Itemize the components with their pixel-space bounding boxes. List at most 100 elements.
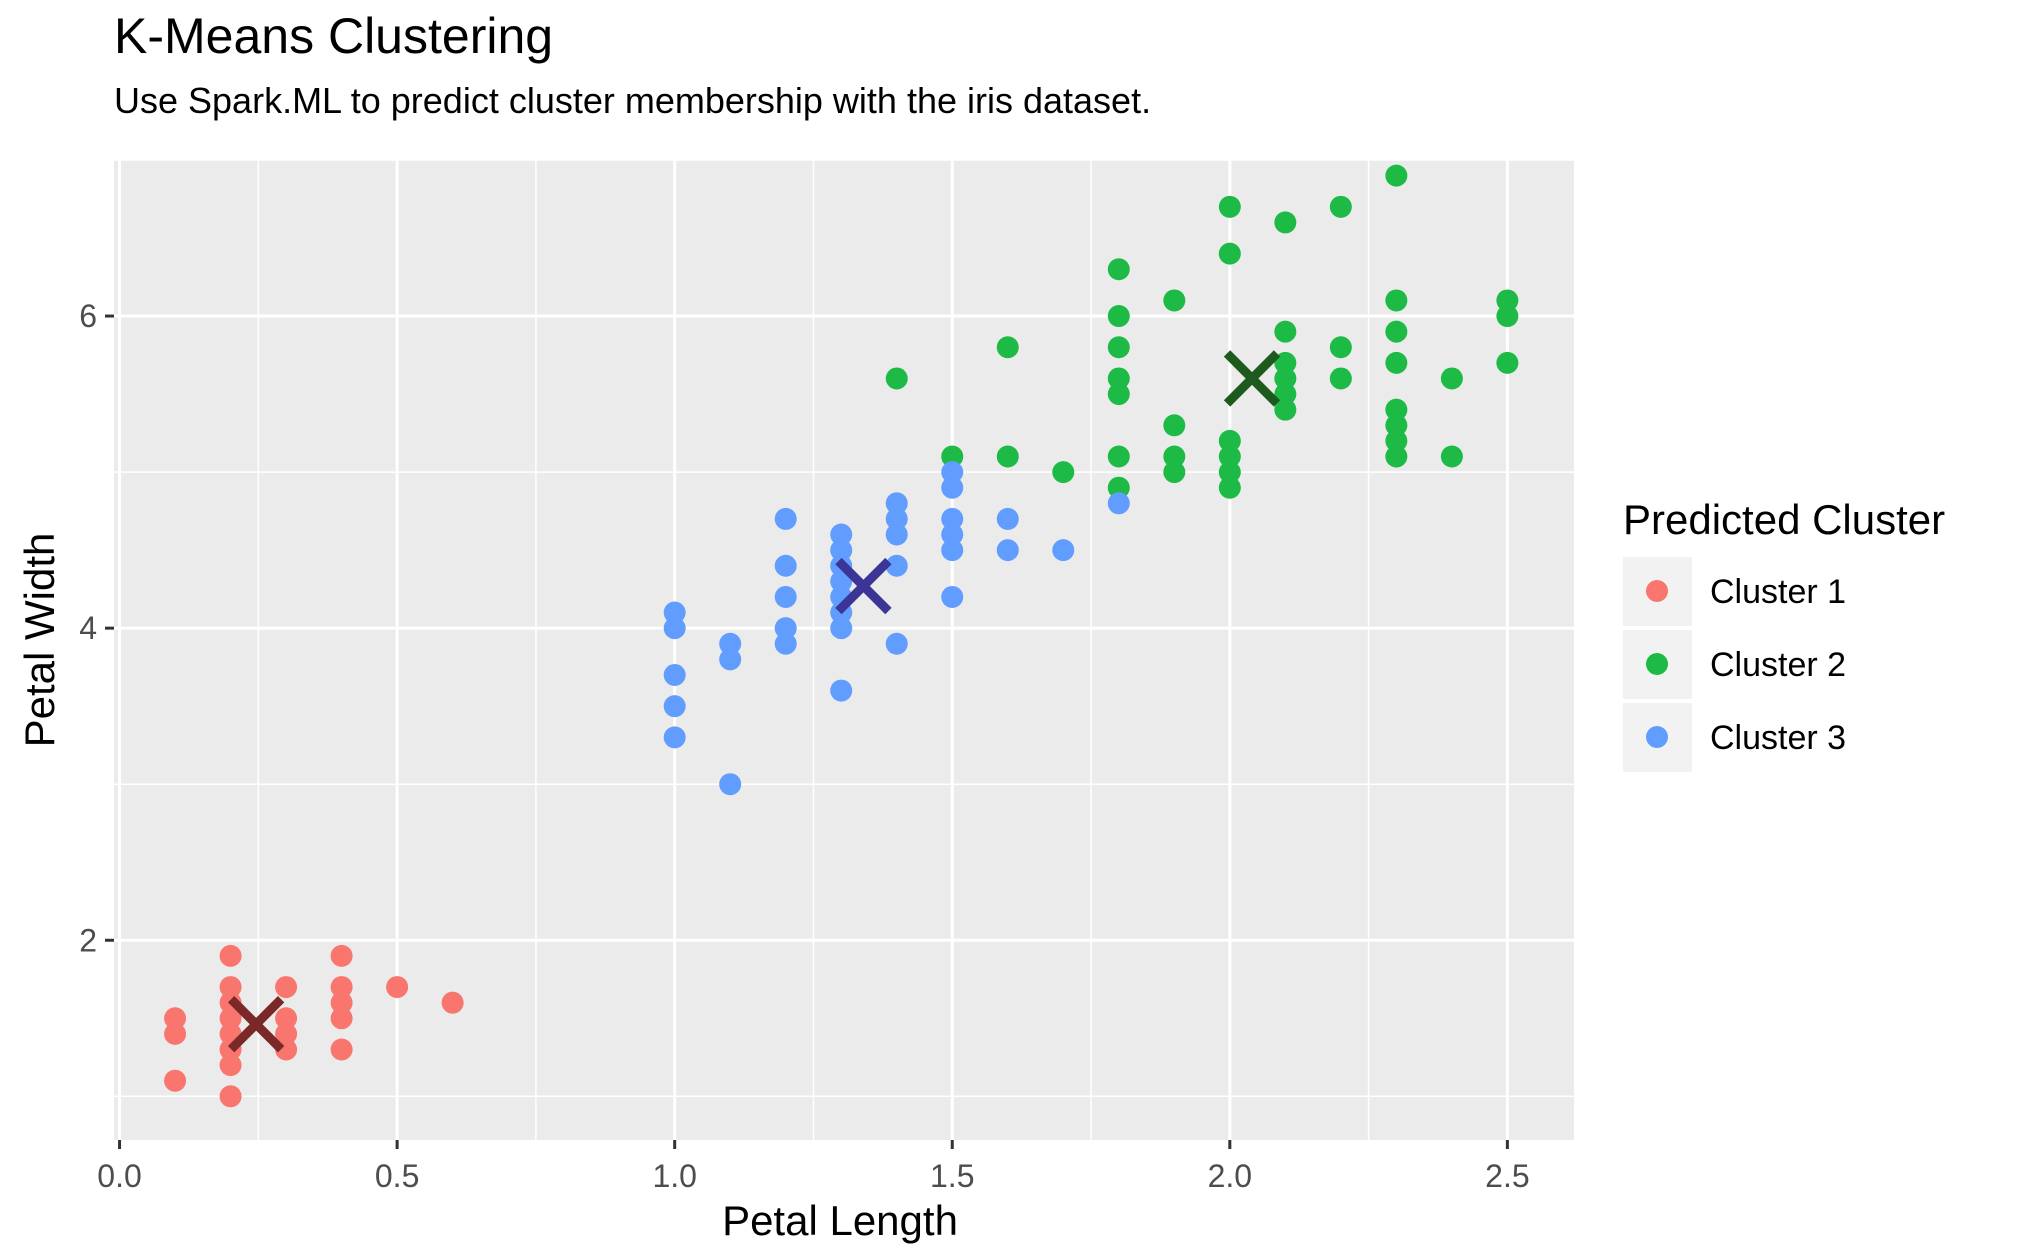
y-axis: 2 4 6	[79, 298, 114, 958]
data-point	[719, 632, 742, 655]
data-point	[164, 1022, 187, 1045]
data-point	[1218, 445, 1241, 468]
data-point	[1274, 211, 1297, 234]
data-point	[164, 1007, 187, 1030]
data-point	[330, 976, 353, 999]
data-point	[663, 726, 686, 749]
x-tick-label: 0.0	[97, 1158, 141, 1194]
data-point	[830, 617, 853, 640]
data-point	[830, 539, 853, 562]
data-point	[1440, 445, 1463, 468]
y-tick-label: 2	[79, 922, 97, 958]
data-point	[996, 336, 1019, 359]
legend-label: Cluster 1	[1710, 573, 1846, 611]
series-2	[885, 164, 1519, 499]
data-point	[1218, 195, 1241, 218]
data-point	[1218, 242, 1241, 265]
data-point	[1496, 351, 1519, 374]
data-point	[1385, 351, 1408, 374]
data-point	[386, 976, 409, 999]
x-tick-label: 2.0	[1208, 1158, 1252, 1194]
data-point	[1274, 383, 1297, 406]
y-tick-label: 4	[79, 610, 97, 646]
data-point	[1107, 492, 1130, 515]
y-axis-label: Petal Width	[16, 533, 63, 748]
data-point	[1274, 320, 1297, 343]
legend-swatch	[1646, 726, 1668, 748]
centroid-stroke	[1223, 350, 1281, 407]
data-point	[330, 1038, 353, 1061]
data-point	[1218, 429, 1241, 452]
data-point	[1218, 476, 1241, 499]
data-point	[1218, 461, 1241, 484]
data-point	[1496, 305, 1519, 328]
x-tick-label: 1.0	[652, 1158, 696, 1194]
data-point	[1163, 445, 1186, 468]
data-point	[774, 632, 797, 655]
data-point	[1107, 476, 1130, 499]
plot-panel	[114, 160, 1574, 1140]
centroid-marker	[227, 996, 285, 1053]
legend-title: Predicted Cluster	[1623, 496, 1945, 543]
data-point	[941, 585, 964, 608]
data-point	[1052, 539, 1075, 562]
data-point	[885, 367, 908, 390]
data-point	[774, 554, 797, 577]
data-point	[219, 1007, 242, 1030]
data-point	[164, 1069, 187, 1092]
data-point	[1107, 258, 1130, 281]
data-point	[1163, 414, 1186, 437]
legend-swatch	[1646, 580, 1668, 602]
data-point	[830, 523, 853, 546]
data-point	[1329, 336, 1352, 359]
data-point	[219, 976, 242, 999]
centroid-stroke	[227, 996, 285, 1053]
data-point	[941, 461, 964, 484]
data-point	[1163, 461, 1186, 484]
data-point	[1107, 305, 1130, 328]
data-point	[941, 476, 964, 499]
data-point	[1107, 383, 1130, 406]
data-point	[663, 601, 686, 624]
data-point	[1385, 398, 1408, 421]
data-point	[774, 507, 797, 530]
data-point	[330, 1007, 353, 1030]
data-point	[1329, 367, 1352, 390]
centroid-marker	[1223, 350, 1281, 407]
data-point	[996, 539, 1019, 562]
data-point	[330, 991, 353, 1014]
data-point	[941, 445, 964, 468]
series-1	[164, 944, 464, 1108]
legend-item: Cluster 1	[1623, 557, 1846, 626]
data-point	[719, 648, 742, 671]
data-point	[275, 976, 298, 999]
data-point	[1385, 289, 1408, 312]
legend: Predicted Cluster Cluster 1 Cluster 2 Clus…	[1623, 496, 1945, 772]
data-point	[996, 445, 1019, 468]
data-point	[219, 1054, 242, 1077]
data-point	[941, 523, 964, 546]
data-point	[1385, 414, 1408, 437]
data-point	[885, 523, 908, 546]
data-point	[1385, 320, 1408, 343]
x-tick-label: 1.5	[930, 1158, 974, 1194]
data-point	[1274, 351, 1297, 374]
data-point	[885, 492, 908, 515]
legend-label: Cluster 2	[1710, 646, 1846, 684]
data-point	[663, 695, 686, 718]
data-point	[996, 507, 1019, 530]
data-point	[1385, 164, 1408, 187]
data-point	[941, 539, 964, 562]
data-point	[663, 663, 686, 686]
x-tick-label: 0.5	[375, 1158, 419, 1194]
data-point	[275, 1022, 298, 1045]
data-point	[1163, 289, 1186, 312]
data-point	[275, 1007, 298, 1030]
data-point	[774, 585, 797, 608]
data-point	[885, 632, 908, 655]
data-point	[1385, 445, 1408, 468]
data-point	[330, 944, 353, 967]
legend-item: Cluster 3	[1623, 703, 1846, 772]
data-point	[941, 507, 964, 530]
